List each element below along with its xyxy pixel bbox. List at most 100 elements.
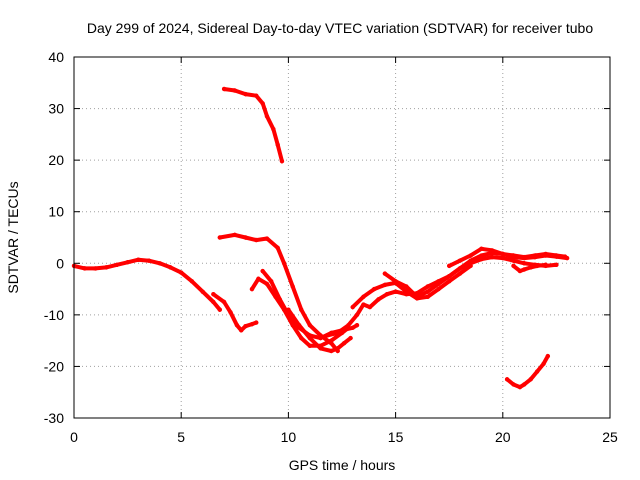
data-point [517, 268, 523, 274]
data-point [341, 341, 347, 346]
data-point [522, 261, 527, 266]
data-point [479, 256, 484, 262]
x-tick-label: 20 [495, 429, 511, 445]
data-point [350, 304, 355, 310]
data-point [264, 236, 270, 241]
data-point [239, 328, 244, 333]
data-point [249, 321, 255, 327]
chart-title: Day 299 of 2024, Sidereal Day-to-day VTE… [87, 20, 594, 36]
data-point [318, 346, 323, 351]
data-point [234, 322, 240, 328]
data-point [522, 267, 527, 272]
data-point [532, 254, 538, 260]
data-point [425, 294, 430, 300]
data-point [243, 91, 248, 97]
data-point [211, 292, 216, 297]
data-point [468, 261, 473, 266]
x-tick-label: 10 [281, 429, 297, 445]
data-point [125, 260, 130, 265]
data-point [517, 384, 523, 390]
data-point [232, 232, 237, 238]
series-arc-1 [71, 257, 222, 312]
data-point [436, 286, 441, 292]
data-point [318, 335, 323, 341]
plot-frame [73, 56, 611, 419]
data-point [243, 324, 248, 329]
data-point [382, 271, 388, 276]
data-point [504, 377, 510, 382]
data-point [489, 254, 495, 260]
data-point [468, 253, 473, 258]
data-point [534, 263, 540, 269]
data-point [384, 292, 390, 297]
data-point [393, 289, 398, 294]
data-point [329, 338, 334, 343]
data-point [447, 273, 452, 279]
y-tick-label: -20 [44, 358, 64, 374]
series-line-jitter [351, 263, 472, 310]
data-point [243, 235, 248, 240]
tick-layer: 0 5 10 15 20 25 -30 -20 -10 0 10 20 30 40 [44, 49, 618, 445]
data-point [335, 346, 340, 351]
data-point [541, 361, 546, 367]
data-point [256, 276, 261, 281]
data-point [93, 266, 98, 271]
data-point [217, 307, 222, 312]
y-tick-label: 40 [48, 49, 64, 65]
y-tick-label: -30 [44, 410, 64, 426]
series-arc-7 [286, 307, 353, 354]
data-point [361, 294, 366, 300]
data-point [354, 322, 360, 328]
data-point [307, 343, 313, 348]
y-axis-label: SDTVAR / TECUs [5, 181, 21, 293]
data-point [436, 281, 441, 287]
data-point [346, 322, 351, 328]
data-point [350, 325, 355, 330]
data-point [425, 289, 430, 294]
data-point [348, 335, 353, 341]
data-point [136, 257, 141, 262]
data-point [376, 297, 381, 302]
data-point [269, 279, 274, 284]
x-tick-label: 5 [177, 429, 185, 445]
data-point [554, 262, 559, 268]
data-point [271, 127, 276, 132]
data-point [260, 268, 265, 274]
y-tick-label: 20 [48, 152, 64, 168]
data-point [528, 377, 533, 382]
data-point [254, 93, 259, 98]
x-tick-label: 15 [388, 429, 404, 445]
data-point [335, 330, 340, 336]
data-point [249, 286, 255, 292]
data-point [545, 353, 551, 359]
data-point [189, 279, 195, 284]
data-point [479, 253, 484, 258]
x-tick-label: 0 [70, 429, 78, 445]
data-point [264, 281, 270, 287]
data-point [324, 333, 330, 338]
data-point [500, 255, 505, 261]
data-point [534, 369, 540, 374]
data-point [290, 284, 295, 289]
data-point [200, 289, 205, 294]
data-point [254, 320, 259, 325]
series-arc-11 [447, 246, 570, 269]
series-arc-12 [511, 262, 548, 274]
data-point [307, 335, 313, 341]
data-point [511, 263, 516, 269]
data-point [82, 266, 87, 271]
data-point [211, 299, 216, 305]
series-arc-5 [249, 276, 351, 348]
data-point [522, 382, 527, 387]
data-point [299, 335, 304, 341]
data-point [528, 265, 533, 270]
data-point [554, 254, 559, 259]
data-point [371, 286, 377, 292]
data-point [367, 304, 373, 310]
data-point [232, 88, 237, 93]
data-point [275, 245, 280, 251]
data-point [447, 279, 452, 284]
x-tick-label: 25 [602, 429, 618, 445]
series-layer [71, 86, 570, 390]
